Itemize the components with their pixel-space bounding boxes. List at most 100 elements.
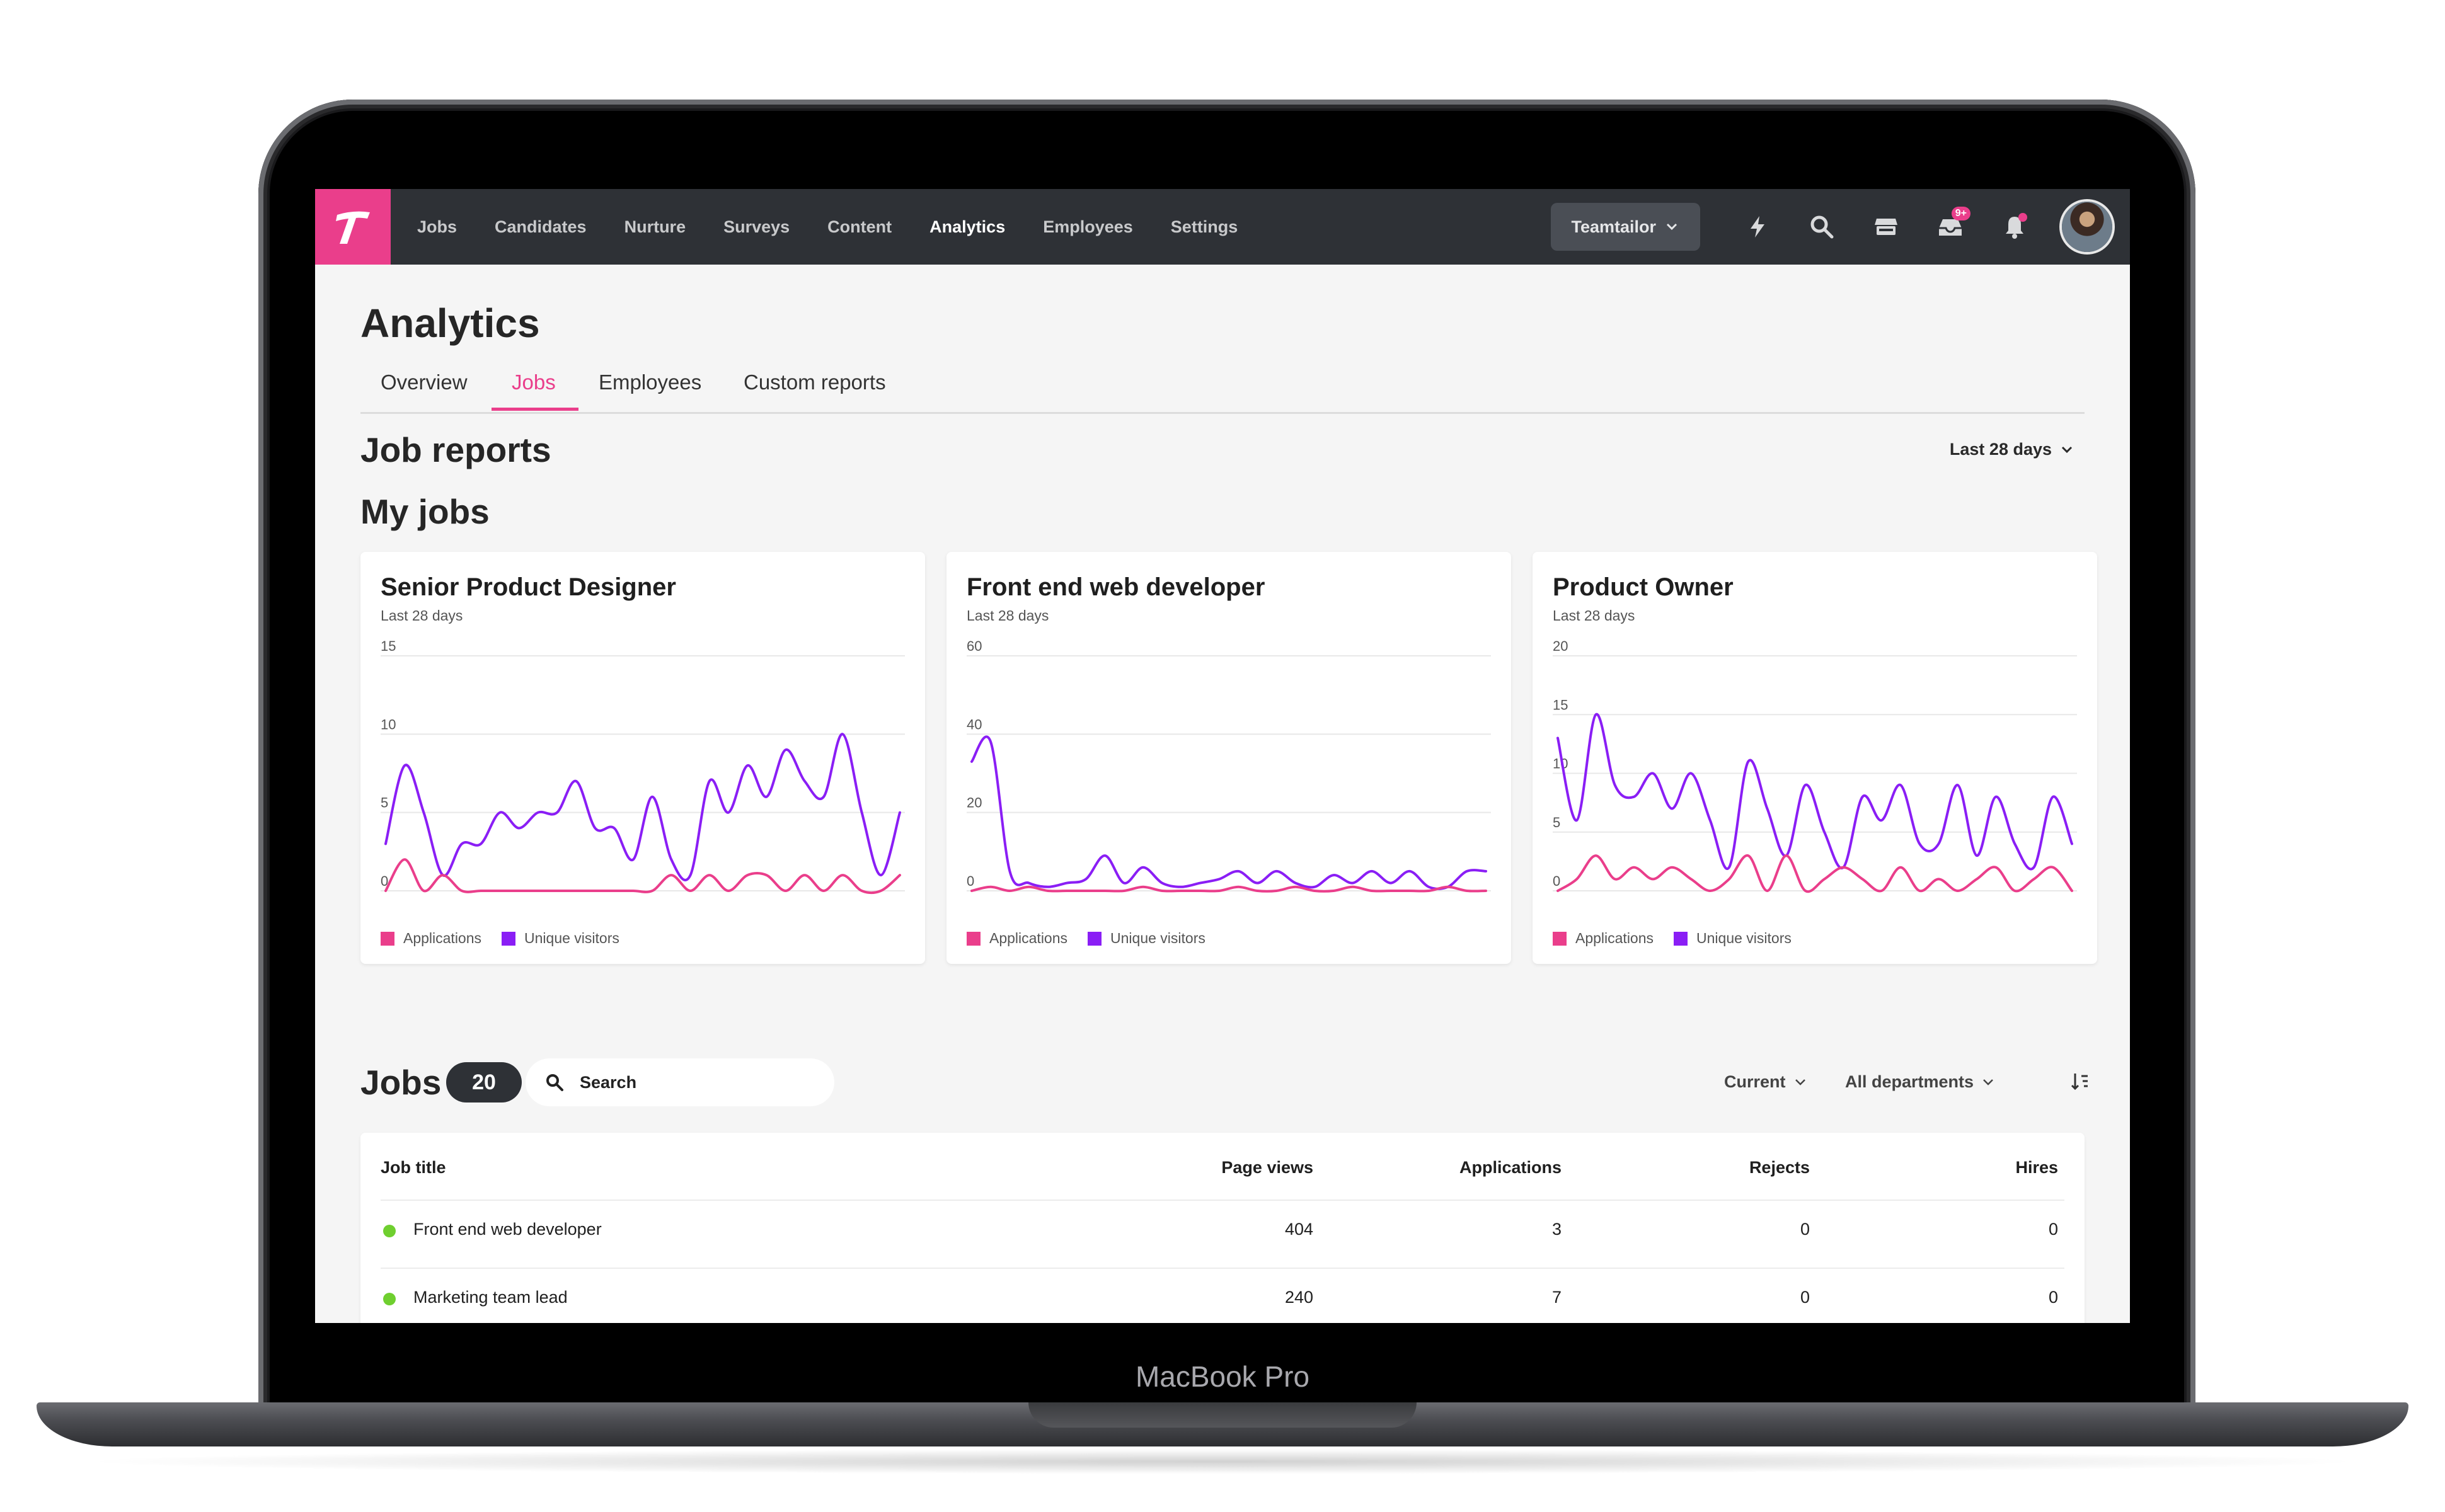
chevron-down-icon bbox=[1795, 1079, 1805, 1085]
laptop-shadow bbox=[76, 1449, 2369, 1474]
nav-item-analytics[interactable]: Analytics bbox=[929, 217, 1006, 236]
page-title: Analytics bbox=[360, 301, 540, 346]
legend-label: Applications bbox=[989, 930, 1068, 946]
tab-jobs[interactable]: Jobs bbox=[512, 370, 556, 394]
status-dot bbox=[383, 1293, 396, 1305]
nav-item-content[interactable]: Content bbox=[827, 217, 892, 236]
jobs-search[interactable] bbox=[526, 1058, 834, 1106]
legend-swatch bbox=[381, 931, 394, 946]
card-title: Senior Product Designer bbox=[381, 573, 676, 601]
legend-label: Unique visitors bbox=[1696, 930, 1792, 946]
date-range-select[interactable]: Last 28 days bbox=[1950, 440, 2074, 459]
jobs-list-header: Jobs 20 Current All departments bbox=[360, 1057, 2088, 1108]
tab-overview[interactable]: Overview bbox=[381, 370, 468, 394]
job-title-link[interactable]: Front end web developer bbox=[413, 1220, 602, 1239]
column-header-page-views[interactable]: Page views bbox=[1221, 1158, 1313, 1177]
y-tick-label: 15 bbox=[1553, 697, 1568, 713]
company-name: Teamtailor bbox=[1571, 217, 1656, 236]
user-avatar[interactable] bbox=[2062, 202, 2112, 252]
lightning-button[interactable] bbox=[1737, 207, 1778, 247]
company-switcher-button[interactable]: Teamtailor bbox=[1551, 203, 1700, 251]
y-tick-label: 20 bbox=[967, 795, 982, 811]
store-icon bbox=[1875, 219, 1897, 235]
nav-item-nurture[interactable]: Nurture bbox=[624, 217, 686, 236]
status-filter-label: Current bbox=[1724, 1072, 1786, 1091]
column-header-job-title[interactable]: Job title bbox=[381, 1158, 446, 1177]
nav-item-candidates[interactable]: Candidates bbox=[495, 217, 587, 236]
chart-legend: Applications Unique visitors bbox=[967, 930, 1226, 947]
legend-swatch bbox=[1553, 931, 1567, 946]
status-filter[interactable]: Current bbox=[1724, 1072, 1807, 1092]
y-tick-label: 0 bbox=[1553, 873, 1560, 889]
nav-item-settings[interactable]: Settings bbox=[1170, 217, 1238, 236]
search-icon bbox=[1810, 215, 1834, 239]
search-icon bbox=[546, 1074, 563, 1091]
notifications-button[interactable] bbox=[1994, 207, 2035, 247]
card-title: Front end web developer bbox=[967, 573, 1265, 601]
card-subtitle: Last 28 days bbox=[381, 607, 463, 624]
applications-series-line bbox=[1556, 854, 2073, 893]
inbox-badge: 9+ bbox=[1951, 207, 1970, 220]
device-label: MacBook Pro bbox=[1135, 1360, 1310, 1393]
nav-item-employees[interactable]: Employees bbox=[1043, 217, 1133, 236]
row-divider bbox=[381, 1268, 2064, 1269]
inbox-icon bbox=[1939, 219, 1962, 236]
teamtailor-logo[interactable] bbox=[315, 189, 391, 265]
y-tick-label: 15 bbox=[381, 638, 396, 654]
job-report-card[interactable]: Senior Product Designer Last 28 days 0 5 1… bbox=[360, 552, 925, 964]
active-tab-indicator bbox=[492, 408, 578, 411]
screen: Jobs Candidates Nurture Surveys Content … bbox=[315, 189, 2130, 1323]
jobs-count-badge: 20 bbox=[446, 1062, 522, 1102]
status-dot bbox=[383, 1225, 396, 1237]
legend-swatch bbox=[1088, 931, 1102, 946]
y-tick-label: 5 bbox=[381, 795, 388, 811]
rejects-value: 0 bbox=[1800, 1288, 1810, 1307]
department-filter[interactable]: All departments bbox=[1845, 1072, 1995, 1092]
column-header-rejects[interactable]: Rejects bbox=[1749, 1158, 1810, 1177]
legend-label: Unique visitors bbox=[1110, 930, 1205, 946]
rejects-value: 0 bbox=[1800, 1220, 1810, 1239]
unique-visitors-series-line bbox=[970, 735, 1487, 890]
department-filter-label: All departments bbox=[1845, 1072, 1974, 1091]
y-tick-label: 10 bbox=[381, 716, 396, 732]
bell-icon bbox=[2006, 217, 2023, 239]
analytics-tabs: Overview Jobs Employees Custom reports bbox=[360, 370, 2085, 414]
applications-value: 3 bbox=[1551, 1220, 1562, 1239]
jobs-title: Jobs bbox=[360, 1063, 442, 1102]
legend-label: Applications bbox=[403, 930, 482, 946]
legend-swatch bbox=[502, 931, 516, 946]
page-views-value: 404 bbox=[1284, 1220, 1313, 1239]
jobs-search-input[interactable] bbox=[578, 1072, 820, 1093]
job-report-card[interactable]: Product Owner Last 28 days 0 5 10 15 20 Appl… bbox=[1533, 552, 2097, 964]
job-title-link[interactable]: Marketing team lead bbox=[413, 1288, 568, 1307]
legend-item-applications: Applications bbox=[381, 930, 481, 947]
notification-dot bbox=[2018, 213, 2027, 222]
jobs-table: Job title Page views Applications Reject… bbox=[360, 1133, 2085, 1323]
nav-right: Teamtailor 9+ bbox=[1551, 189, 2112, 265]
card-subtitle: Last 28 days bbox=[1553, 607, 1635, 624]
tab-custom-reports[interactable]: Custom reports bbox=[744, 370, 886, 394]
search-button[interactable] bbox=[1802, 207, 1842, 247]
column-header-hires[interactable]: Hires bbox=[2015, 1158, 2058, 1177]
date-range-label: Last 28 days bbox=[1949, 440, 2052, 459]
store-button[interactable] bbox=[1866, 207, 1906, 247]
y-tick-label: 20 bbox=[1553, 638, 1568, 654]
job-report-card[interactable]: Front end web developer Last 28 days 0 20… bbox=[946, 552, 1511, 964]
job-reports-title: Job reports bbox=[360, 430, 551, 469]
card-subtitle: Last 28 days bbox=[967, 607, 1049, 624]
tab-employees[interactable]: Employees bbox=[599, 370, 702, 394]
legend-item-unique-visitors: Unique visitors bbox=[1674, 930, 1792, 947]
sort-icon bbox=[2071, 1074, 2088, 1091]
legend-swatch bbox=[1674, 931, 1688, 946]
inbox-button[interactable]: 9+ bbox=[1930, 207, 1970, 247]
y-tick-label: 0 bbox=[967, 873, 974, 889]
my-jobs-title: My jobs bbox=[360, 492, 490, 531]
nav-item-surveys[interactable]: Surveys bbox=[723, 217, 790, 236]
nav-item-jobs[interactable]: Jobs bbox=[417, 217, 457, 236]
legend-swatch bbox=[967, 931, 981, 946]
line-chart: 0 20 40 60 bbox=[967, 638, 1491, 893]
sort-button[interactable] bbox=[2062, 1071, 2091, 1092]
legend-item-applications: Applications bbox=[1553, 930, 1654, 947]
column-header-applications[interactable]: Applications bbox=[1459, 1158, 1562, 1177]
y-tick-label: 40 bbox=[967, 716, 982, 732]
